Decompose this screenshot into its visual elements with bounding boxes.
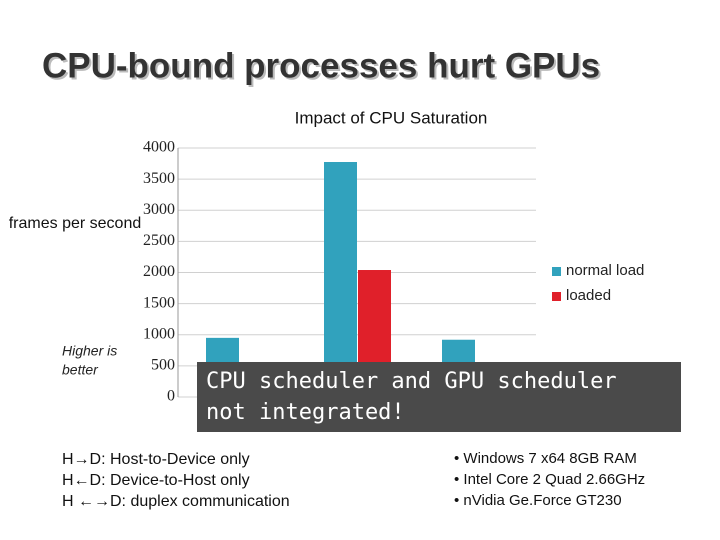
y-tick-label: 0 <box>167 388 175 405</box>
annotation: Higher is <box>62 343 117 359</box>
note: • nVidia Ge.Force GT230 <box>454 492 622 509</box>
legend-swatch <box>552 292 561 301</box>
y-tick-label: 4000 <box>143 139 175 156</box>
note: • Windows 7 x64 8GB RAM <box>454 450 637 467</box>
callout-box <box>197 362 681 432</box>
slide-title: CPU-bound processes hurt GPUs <box>42 46 600 85</box>
note: H←D: Device-to-Host only <box>62 472 250 489</box>
legend-label: loaded <box>566 287 611 304</box>
y-tick-label: 2500 <box>143 232 175 249</box>
legend-swatch <box>552 267 561 276</box>
callout-text: not integrated! <box>206 400 405 425</box>
y-tick-label: 3000 <box>143 201 175 218</box>
bar <box>324 162 357 397</box>
legend-label: normal load <box>566 262 644 279</box>
note: H→D: Host-to-Device only <box>62 451 250 468</box>
y-tick-label: 2000 <box>143 263 175 280</box>
y-tick-label: 3500 <box>143 170 175 187</box>
note: • Intel Core 2 Quad 2.66GHz <box>454 471 645 488</box>
y-tick-label: 1500 <box>143 294 175 311</box>
note: H ←→D: duplex communication <box>62 493 290 510</box>
y-tick-label: 1000 <box>143 325 175 342</box>
title-shadow: CPU-bound processes hurt GPUs <box>44 48 602 87</box>
y-axis-label: frames per second <box>9 215 142 232</box>
chart-title: Impact of CPU Saturation <box>295 108 488 127</box>
annotation: better <box>62 362 99 378</box>
y-tick-label: 500 <box>151 357 175 374</box>
callout-text: CPU scheduler and GPU scheduler <box>206 369 617 394</box>
